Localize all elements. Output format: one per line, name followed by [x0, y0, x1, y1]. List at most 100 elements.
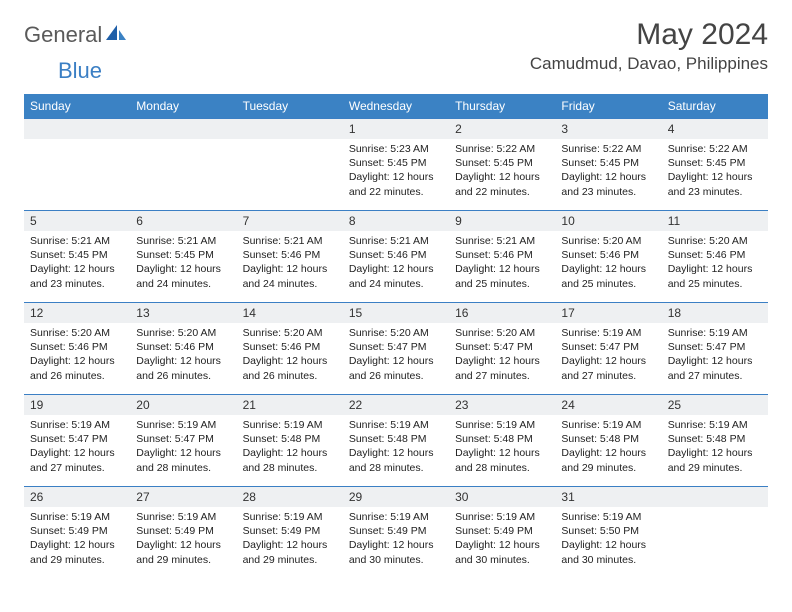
day-cell: 30Sunrise: 5:19 AMSunset: 5:49 PMDayligh…	[449, 487, 555, 579]
sunrise-text: Sunrise: 5:20 AM	[243, 326, 337, 340]
sunrise-text: Sunrise: 5:21 AM	[243, 234, 337, 248]
sunset-text: Sunset: 5:48 PM	[349, 432, 443, 446]
day-body: Sunrise: 5:19 AMSunset: 5:47 PMDaylight:…	[24, 415, 130, 479]
day-cell: 16Sunrise: 5:20 AMSunset: 5:47 PMDayligh…	[449, 303, 555, 395]
sunrise-text: Sunrise: 5:19 AM	[30, 418, 124, 432]
day-body: Sunrise: 5:21 AMSunset: 5:46 PMDaylight:…	[343, 231, 449, 295]
day-number: 19	[24, 395, 130, 415]
day-cell	[24, 119, 130, 211]
calendar-table: Sunday Monday Tuesday Wednesday Thursday…	[24, 94, 768, 579]
day-number: 23	[449, 395, 555, 415]
daylight-text: Daylight: 12 hours and 24 minutes.	[136, 262, 230, 290]
sunrise-text: Sunrise: 5:21 AM	[349, 234, 443, 248]
week-row: 26Sunrise: 5:19 AMSunset: 5:49 PMDayligh…	[24, 487, 768, 579]
day-number: 31	[555, 487, 661, 507]
sunrise-text: Sunrise: 5:19 AM	[136, 418, 230, 432]
sunset-text: Sunset: 5:46 PM	[136, 340, 230, 354]
daylight-text: Daylight: 12 hours and 25 minutes.	[668, 262, 762, 290]
sunset-text: Sunset: 5:50 PM	[561, 524, 655, 538]
sunset-text: Sunset: 5:47 PM	[455, 340, 549, 354]
day-body	[130, 139, 236, 146]
day-cell: 14Sunrise: 5:20 AMSunset: 5:46 PMDayligh…	[237, 303, 343, 395]
day-cell: 7Sunrise: 5:21 AMSunset: 5:46 PMDaylight…	[237, 211, 343, 303]
sunset-text: Sunset: 5:47 PM	[136, 432, 230, 446]
day-body: Sunrise: 5:23 AMSunset: 5:45 PMDaylight:…	[343, 139, 449, 203]
day-number: 4	[662, 119, 768, 139]
sunset-text: Sunset: 5:46 PM	[349, 248, 443, 262]
day-cell: 9Sunrise: 5:21 AMSunset: 5:46 PMDaylight…	[449, 211, 555, 303]
day-body: Sunrise: 5:22 AMSunset: 5:45 PMDaylight:…	[449, 139, 555, 203]
sunrise-text: Sunrise: 5:19 AM	[668, 326, 762, 340]
sunrise-text: Sunrise: 5:20 AM	[561, 234, 655, 248]
daylight-text: Daylight: 12 hours and 28 minutes.	[349, 446, 443, 474]
day-cell: 10Sunrise: 5:20 AMSunset: 5:46 PMDayligh…	[555, 211, 661, 303]
day-body: Sunrise: 5:22 AMSunset: 5:45 PMDaylight:…	[555, 139, 661, 203]
day-number: 16	[449, 303, 555, 323]
sunset-text: Sunset: 5:49 PM	[136, 524, 230, 538]
day-body: Sunrise: 5:20 AMSunset: 5:46 PMDaylight:…	[24, 323, 130, 387]
day-body: Sunrise: 5:19 AMSunset: 5:48 PMDaylight:…	[555, 415, 661, 479]
day-cell: 17Sunrise: 5:19 AMSunset: 5:47 PMDayligh…	[555, 303, 661, 395]
sunrise-text: Sunrise: 5:22 AM	[668, 142, 762, 156]
day-body: Sunrise: 5:19 AMSunset: 5:49 PMDaylight:…	[130, 507, 236, 571]
daylight-text: Daylight: 12 hours and 23 minutes.	[561, 170, 655, 198]
sunrise-text: Sunrise: 5:19 AM	[455, 418, 549, 432]
day-cell: 3Sunrise: 5:22 AMSunset: 5:45 PMDaylight…	[555, 119, 661, 211]
day-cell: 28Sunrise: 5:19 AMSunset: 5:49 PMDayligh…	[237, 487, 343, 579]
daylight-text: Daylight: 12 hours and 24 minutes.	[349, 262, 443, 290]
day-cell: 26Sunrise: 5:19 AMSunset: 5:49 PMDayligh…	[24, 487, 130, 579]
day-cell: 21Sunrise: 5:19 AMSunset: 5:48 PMDayligh…	[237, 395, 343, 487]
day-number: 21	[237, 395, 343, 415]
day-number: 12	[24, 303, 130, 323]
day-body: Sunrise: 5:19 AMSunset: 5:49 PMDaylight:…	[237, 507, 343, 571]
location-label: Camudmud, Davao, Philippines	[530, 54, 768, 74]
day-body: Sunrise: 5:19 AMSunset: 5:47 PMDaylight:…	[130, 415, 236, 479]
week-row: 19Sunrise: 5:19 AMSunset: 5:47 PMDayligh…	[24, 395, 768, 487]
day-number: 5	[24, 211, 130, 231]
sunrise-text: Sunrise: 5:19 AM	[136, 510, 230, 524]
week-row: 1Sunrise: 5:23 AMSunset: 5:45 PMDaylight…	[24, 119, 768, 211]
day-body: Sunrise: 5:19 AMSunset: 5:48 PMDaylight:…	[237, 415, 343, 479]
day-cell: 11Sunrise: 5:20 AMSunset: 5:46 PMDayligh…	[662, 211, 768, 303]
day-body: Sunrise: 5:20 AMSunset: 5:46 PMDaylight:…	[662, 231, 768, 295]
day-body: Sunrise: 5:19 AMSunset: 5:47 PMDaylight:…	[555, 323, 661, 387]
dow-saturday: Saturday	[662, 94, 768, 119]
day-cell	[130, 119, 236, 211]
day-number: 3	[555, 119, 661, 139]
day-number: 7	[237, 211, 343, 231]
sunset-text: Sunset: 5:48 PM	[455, 432, 549, 446]
day-body: Sunrise: 5:19 AMSunset: 5:48 PMDaylight:…	[662, 415, 768, 479]
day-body: Sunrise: 5:21 AMSunset: 5:45 PMDaylight:…	[24, 231, 130, 295]
day-cell: 22Sunrise: 5:19 AMSunset: 5:48 PMDayligh…	[343, 395, 449, 487]
sunset-text: Sunset: 5:46 PM	[243, 340, 337, 354]
sunset-text: Sunset: 5:46 PM	[30, 340, 124, 354]
sunrise-text: Sunrise: 5:20 AM	[455, 326, 549, 340]
day-cell	[237, 119, 343, 211]
daylight-text: Daylight: 12 hours and 26 minutes.	[30, 354, 124, 382]
brand-part1: General	[24, 22, 102, 48]
sunrise-text: Sunrise: 5:20 AM	[136, 326, 230, 340]
day-cell: 29Sunrise: 5:19 AMSunset: 5:49 PMDayligh…	[343, 487, 449, 579]
day-body: Sunrise: 5:20 AMSunset: 5:47 PMDaylight:…	[343, 323, 449, 387]
sunset-text: Sunset: 5:46 PM	[561, 248, 655, 262]
day-cell: 4Sunrise: 5:22 AMSunset: 5:45 PMDaylight…	[662, 119, 768, 211]
dow-tuesday: Tuesday	[237, 94, 343, 119]
sunset-text: Sunset: 5:49 PM	[30, 524, 124, 538]
daylight-text: Daylight: 12 hours and 29 minutes.	[243, 538, 337, 566]
day-cell	[662, 487, 768, 579]
day-number: 30	[449, 487, 555, 507]
week-row: 5Sunrise: 5:21 AMSunset: 5:45 PMDaylight…	[24, 211, 768, 303]
daylight-text: Daylight: 12 hours and 29 minutes.	[30, 538, 124, 566]
day-of-week-row: Sunday Monday Tuesday Wednesday Thursday…	[24, 94, 768, 119]
daylight-text: Daylight: 12 hours and 27 minutes.	[30, 446, 124, 474]
sunrise-text: Sunrise: 5:19 AM	[30, 510, 124, 524]
day-body: Sunrise: 5:21 AMSunset: 5:45 PMDaylight:…	[130, 231, 236, 295]
dow-sunday: Sunday	[24, 94, 130, 119]
day-cell: 31Sunrise: 5:19 AMSunset: 5:50 PMDayligh…	[555, 487, 661, 579]
day-cell: 20Sunrise: 5:19 AMSunset: 5:47 PMDayligh…	[130, 395, 236, 487]
sunset-text: Sunset: 5:47 PM	[668, 340, 762, 354]
sunrise-text: Sunrise: 5:21 AM	[455, 234, 549, 248]
sunset-text: Sunset: 5:49 PM	[349, 524, 443, 538]
day-body: Sunrise: 5:20 AMSunset: 5:46 PMDaylight:…	[237, 323, 343, 387]
sunset-text: Sunset: 5:46 PM	[455, 248, 549, 262]
